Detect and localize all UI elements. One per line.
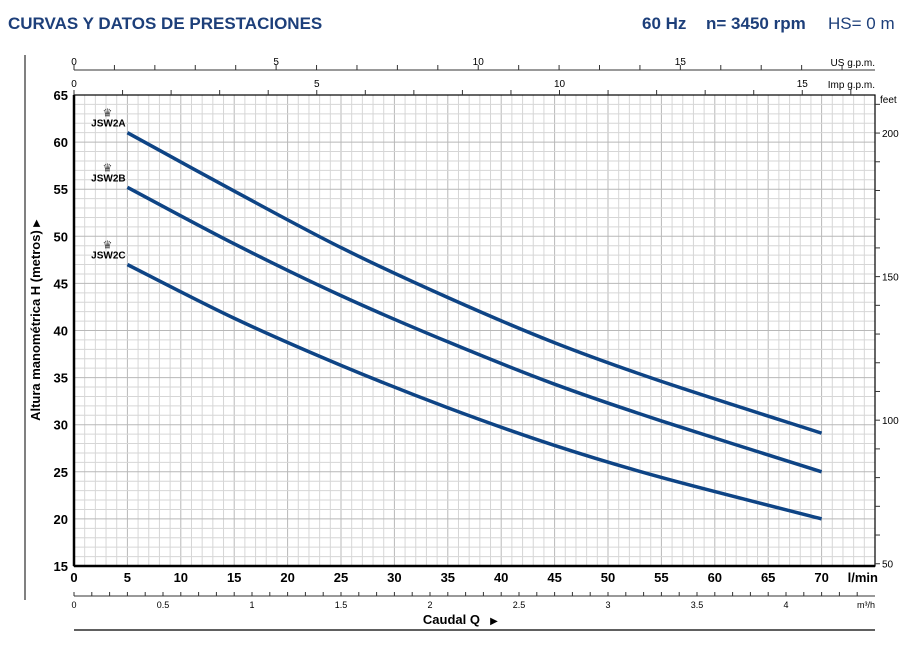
us-gpm-tick-label: 0 [71, 57, 77, 68]
imp-gpm-tick-label: 0 [71, 79, 77, 90]
us-gpm-unit-label: US g.p.m. [831, 58, 875, 69]
x-axis-label: Caudal Q [423, 612, 480, 627]
m3h-tick-label: 1.5 [335, 600, 348, 610]
y-tick-label: 20 [54, 512, 68, 527]
m3h-tick-label: 4 [783, 600, 788, 610]
page-title: CURVAS Y DATOS DE PRESTACIONES [8, 14, 323, 33]
feet-unit-label: feet [880, 95, 897, 106]
y-tick-label: 60 [54, 135, 68, 150]
curve-jsw2c [126, 262, 823, 521]
x-tick-label: 35 [441, 570, 455, 585]
curve-jsw2a [126, 131, 823, 435]
imp-gpm-tick-label: 5 [314, 79, 320, 90]
x-tick-label: 45 [547, 570, 561, 585]
x-tick-label: 20 [280, 570, 294, 585]
m3h-tick-label: 2 [427, 600, 432, 610]
x-tick-label: 65 [761, 570, 775, 585]
x-unit-label: l/min [848, 570, 878, 585]
m3h-unit-label: m³/h [857, 600, 875, 610]
curve-jsw2b [126, 185, 823, 474]
x-tick-label: 70 [814, 570, 828, 585]
y-tick-label: 40 [54, 324, 68, 339]
crown-icon: ♛ [102, 108, 112, 120]
x-tick-label: 0 [70, 570, 77, 585]
y-tick-label: 65 [54, 88, 68, 103]
x-tick-label: 30 [387, 570, 401, 585]
x-tick-label: 15 [227, 570, 241, 585]
y-tick-label: 55 [54, 182, 68, 197]
feet-tick-label: 150 [882, 273, 899, 284]
m3h-tick-label: 2.5 [513, 600, 526, 610]
series-label: JSW2C [91, 251, 125, 262]
y-tick-label: 15 [54, 559, 68, 574]
x-tick-label: 55 [654, 570, 668, 585]
x-tick-label: 40 [494, 570, 508, 585]
us-gpm-tick-label: 10 [473, 57, 485, 68]
x-tick-label: 25 [334, 570, 348, 585]
feet-tick-label: 200 [882, 129, 899, 140]
m3h-tick-label: 3.5 [691, 600, 704, 610]
y-tick-label: 35 [54, 371, 68, 386]
x-tick-label: 10 [174, 570, 188, 585]
x-tick-label: 5 [124, 570, 131, 585]
x-tick-label: 50 [601, 570, 615, 585]
y-tick-label: 45 [54, 276, 68, 291]
speed-label: n= 3450 rpm [706, 14, 806, 33]
feet-tick-label: 50 [882, 560, 894, 571]
m3h-tick-label: 0.5 [157, 600, 170, 610]
us-gpm-tick-label: 15 [675, 57, 687, 68]
arrow-right-icon: ▶ [490, 616, 498, 627]
crown-icon: ♛ [102, 162, 112, 174]
series-label: JSW2A [91, 119, 125, 130]
suction-label: HS= 0 m [828, 14, 895, 33]
x-tick-label: 60 [708, 570, 722, 585]
y-tick-label: 50 [54, 229, 68, 244]
feet-tick-label: 100 [882, 416, 899, 427]
crown-icon: ♛ [102, 240, 112, 252]
m3h-tick-label: 1 [249, 600, 254, 610]
us-gpm-tick-label: 5 [273, 57, 279, 68]
series-label: JSW2B [91, 173, 125, 184]
y-tick-label: 30 [54, 418, 68, 433]
m3h-tick-label: 0 [71, 600, 76, 610]
y-tick-label: 25 [54, 465, 68, 480]
m3h-tick-label: 3 [605, 600, 610, 610]
imp-gpm-tick-label: 10 [554, 79, 566, 90]
y-axis-label: Altura manométrica H (metros) ▸ [28, 219, 43, 421]
imp-gpm-unit-label: Imp g.p.m. [828, 80, 875, 91]
frequency-label: 60 Hz [642, 14, 687, 33]
imp-gpm-tick-label: 15 [797, 79, 809, 90]
